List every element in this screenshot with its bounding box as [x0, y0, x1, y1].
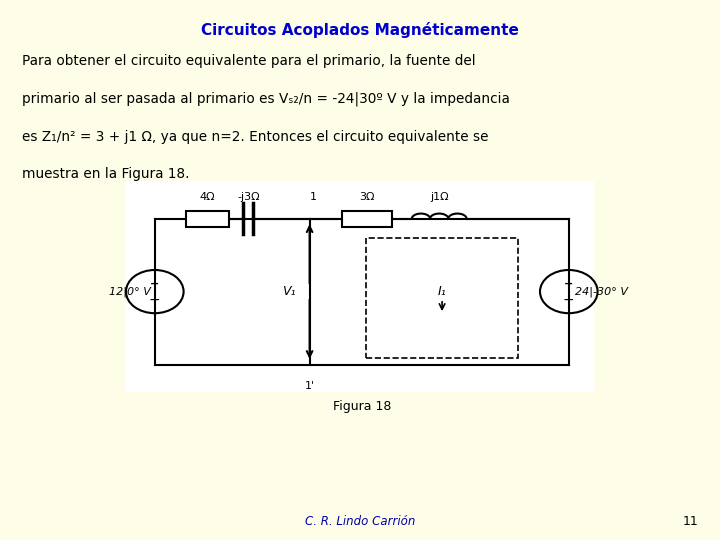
Text: Para obtener el circuito equivalente para el primario, la fuente del: Para obtener el circuito equivalente par…: [22, 54, 475, 68]
Text: -j3Ω: -j3Ω: [237, 192, 260, 202]
Text: j1Ω: j1Ω: [430, 192, 449, 202]
Text: Figura 18: Figura 18: [333, 400, 391, 413]
Text: −: −: [563, 293, 575, 307]
Text: 1: 1: [310, 192, 317, 202]
Text: 3Ω: 3Ω: [359, 192, 375, 202]
Bar: [366, 238, 518, 358]
Text: −: −: [149, 293, 161, 307]
Bar: [126, 181, 594, 392]
Text: Circuitos Acoplados Magnéticamente: Circuitos Acoplados Magnéticamente: [201, 22, 519, 38]
Text: I₁: I₁: [438, 285, 446, 298]
Bar: [342, 211, 392, 227]
Text: primario al ser pasada al primario es Vₛ₂/n = -24|30º V y la impedancia: primario al ser pasada al primario es Vₛ…: [22, 92, 510, 106]
Text: muestra en la Figura 18.: muestra en la Figura 18.: [22, 167, 189, 181]
Text: C. R. Lindo Carrión: C. R. Lindo Carrión: [305, 515, 415, 528]
Bar: [186, 211, 229, 227]
Text: 4Ω: 4Ω: [199, 192, 215, 202]
Text: 1': 1': [305, 381, 315, 391]
Text: 11: 11: [683, 515, 698, 528]
Text: 12|0° V: 12|0° V: [109, 286, 151, 297]
Text: V₁: V₁: [282, 285, 295, 298]
Text: 24|-30° V: 24|-30° V: [575, 286, 628, 297]
Text: es Z₁/n² = 3 + j1 Ω, ya que n=2. Entonces el circuito equivalente se: es Z₁/n² = 3 + j1 Ω, ya que n=2. Entonce…: [22, 130, 488, 144]
Text: +: +: [150, 279, 159, 289]
Text: +: +: [564, 279, 573, 289]
